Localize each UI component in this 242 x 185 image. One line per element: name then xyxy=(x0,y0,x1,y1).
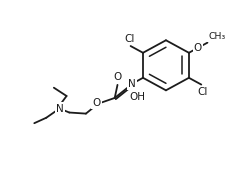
Text: O: O xyxy=(113,72,122,82)
Text: CH₃: CH₃ xyxy=(209,32,226,41)
Text: N: N xyxy=(56,104,63,114)
Text: Cl: Cl xyxy=(124,34,135,44)
Text: N: N xyxy=(128,79,136,89)
Text: OH: OH xyxy=(129,92,145,102)
Text: O: O xyxy=(194,43,202,53)
Text: O: O xyxy=(92,98,100,108)
Text: Cl: Cl xyxy=(197,87,208,97)
